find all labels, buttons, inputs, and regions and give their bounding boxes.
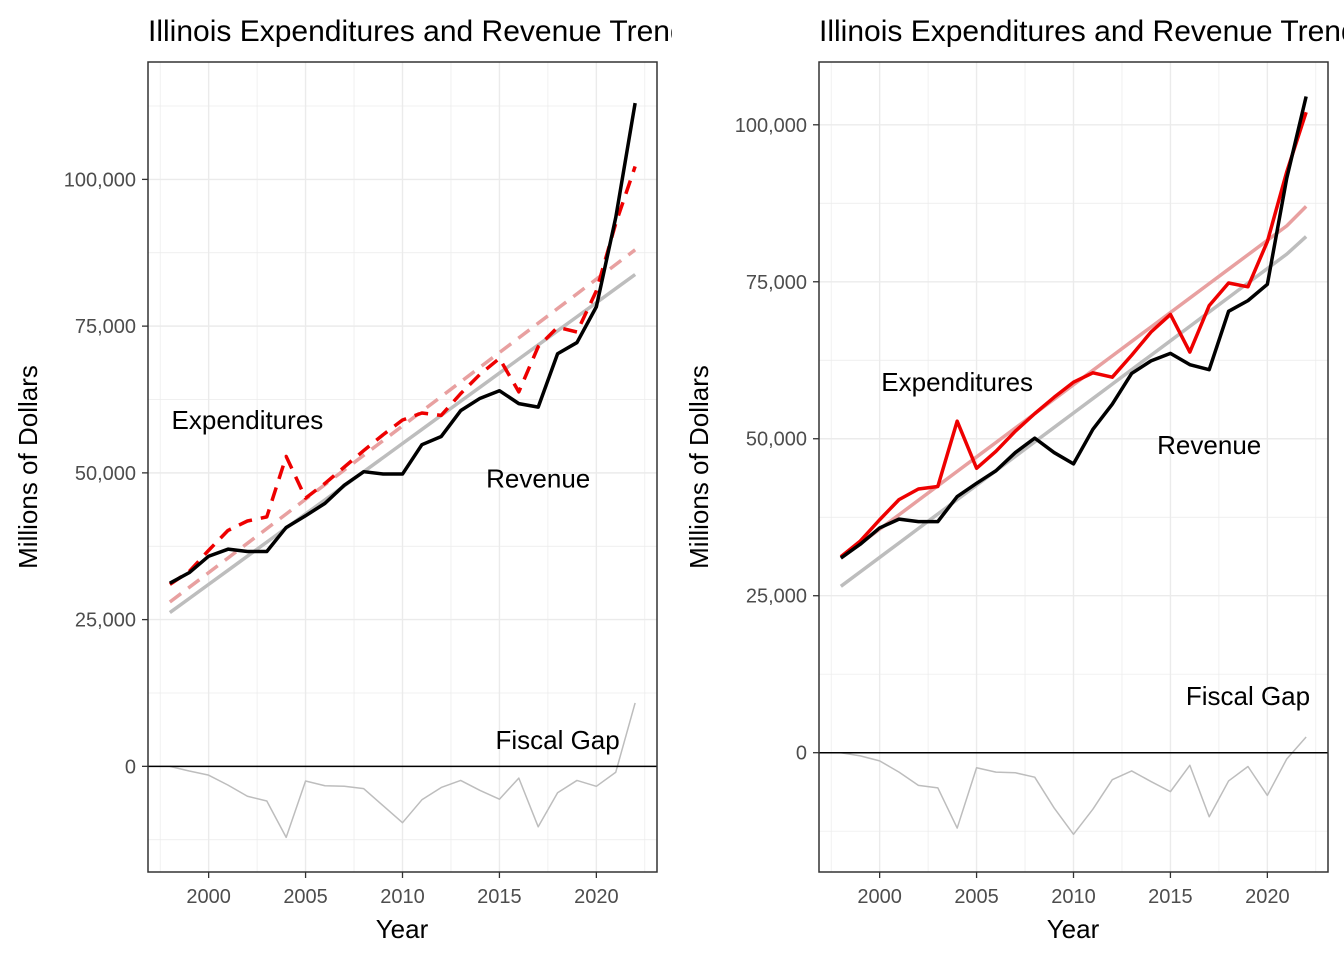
fiscal-gap-annotation: Fiscal Gap xyxy=(1186,681,1310,711)
x-tick-label: 2010 xyxy=(1051,886,1096,908)
y-tick-label: 25,000 xyxy=(746,586,807,608)
fiscal-gap-line xyxy=(169,702,636,839)
expenditures-line xyxy=(168,165,637,586)
x-tick-label: 2015 xyxy=(477,886,522,908)
expenditures-annotation: Expenditures xyxy=(172,405,324,435)
right-chart-title: Illinois Expenditures and Revenue Trends xyxy=(819,15,1344,48)
x-tick-label: 2010 xyxy=(380,886,425,908)
right-x-axis-title: Year xyxy=(1047,914,1100,944)
right-x-ticks: 2000 2005 2010 2015 2020 xyxy=(857,872,1290,908)
y-tick-label: 25,000 xyxy=(75,610,136,632)
revenue-line xyxy=(839,96,1308,560)
left-panel: Illinois Expenditures and Revenue Trends… xyxy=(13,15,702,944)
x-tick-label: 2020 xyxy=(1245,886,1290,908)
fiscal-gap-line xyxy=(840,736,1307,836)
x-tick-label: 2015 xyxy=(1148,886,1193,908)
x-tick-label: 2000 xyxy=(857,886,902,908)
revenue-annotation: Revenue xyxy=(1157,430,1261,460)
revenue-line xyxy=(169,102,637,585)
y-tick-label: 75,000 xyxy=(746,272,807,294)
y-tick-label: 100,000 xyxy=(64,169,136,191)
fiscal-gap-annotation: Fiscal Gap xyxy=(495,725,619,755)
y-tick-label: 50,000 xyxy=(75,463,136,485)
x-tick-label: 2020 xyxy=(574,886,619,908)
expenditures-trend-line xyxy=(168,248,637,604)
expenditures-line xyxy=(839,111,1308,559)
expenditures-annotation: Expenditures xyxy=(881,367,1033,397)
left-x-axis-title: Year xyxy=(376,914,429,944)
left-annotations: Expenditures Revenue Fiscal Gap xyxy=(172,405,620,755)
y-tick-label: 0 xyxy=(125,756,136,778)
left-series-group xyxy=(168,102,637,839)
right-panel: Illinois Expenditures and Revenue Trends… xyxy=(684,15,1344,944)
right-series-group xyxy=(839,96,1308,836)
left-y-axis-title: Millions of Dollars xyxy=(13,365,43,569)
right-annotations: Expenditures Revenue Fiscal Gap xyxy=(881,367,1310,711)
left-y-ticks: 0 25,000 50,000 75,000 100,000 xyxy=(64,169,148,778)
x-tick-label: 2005 xyxy=(954,886,999,908)
right-y-ticks: 0 25,000 50,000 75,000 100,000 xyxy=(735,115,819,765)
y-tick-label: 50,000 xyxy=(746,429,807,451)
revenue-trend-line xyxy=(839,235,1308,588)
left-x-ticks: 2000 2005 2010 2015 2020 xyxy=(186,872,619,908)
y-tick-label: 75,000 xyxy=(75,316,136,338)
expenditures-trend-line xyxy=(839,205,1308,560)
revenue-trend-line xyxy=(168,273,637,614)
revenue-annotation: Revenue xyxy=(486,464,590,494)
x-tick-label: 2005 xyxy=(283,886,328,908)
left-chart-title: Illinois Expenditures and Revenue Trends xyxy=(148,15,702,48)
y-tick-label: 100,000 xyxy=(735,115,807,137)
y-tick-label: 0 xyxy=(796,743,807,765)
right-y-axis-title: Millions of Dollars xyxy=(684,365,714,569)
x-tick-label: 2000 xyxy=(186,886,231,908)
